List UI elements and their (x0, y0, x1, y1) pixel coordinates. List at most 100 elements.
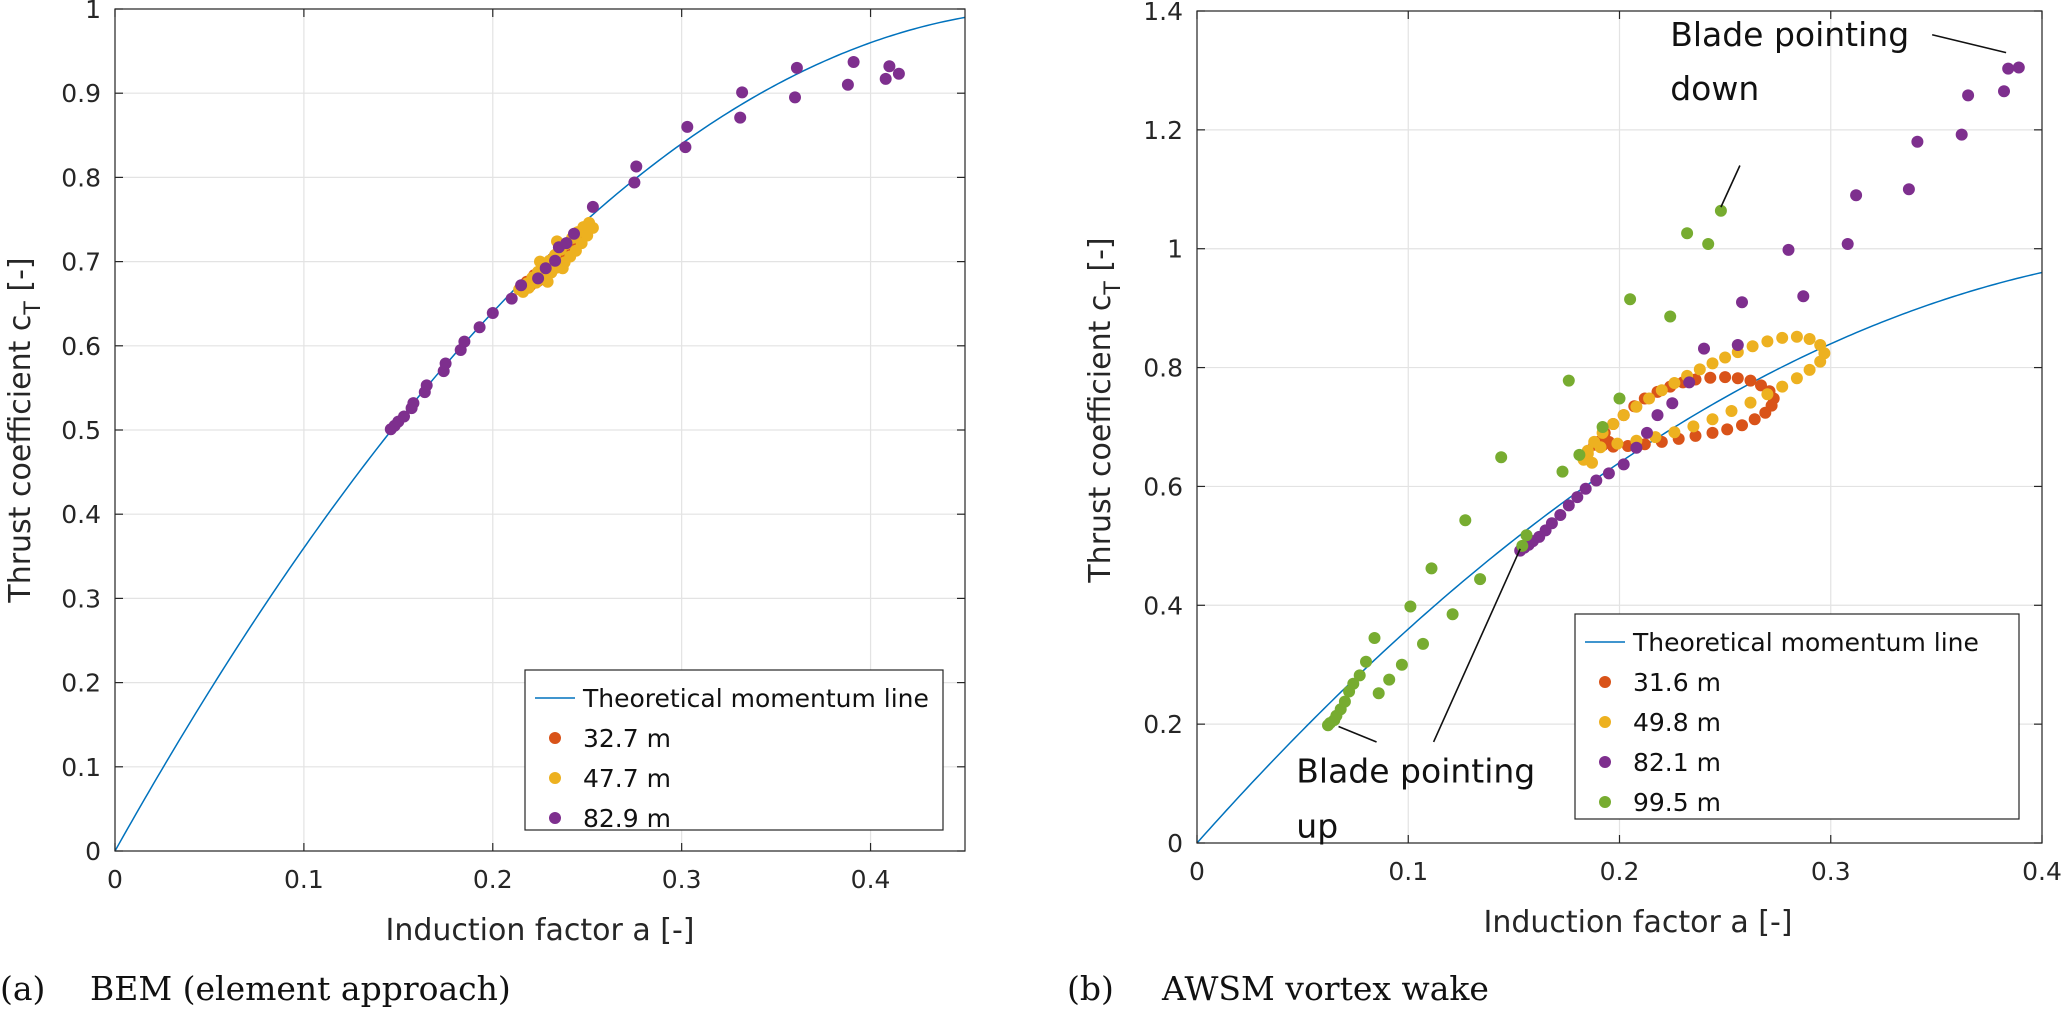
data-point (1687, 420, 1700, 433)
data-point (1495, 451, 1508, 464)
legend-box (524, 669, 944, 831)
data-point (1714, 204, 1727, 217)
data-point (1624, 293, 1637, 306)
data-point (1706, 426, 1719, 439)
data-point (549, 254, 562, 267)
data-point (1520, 529, 1533, 542)
series-99-5-m (1322, 204, 1727, 732)
data-point (1731, 372, 1744, 385)
data-point (734, 111, 747, 124)
data-point (420, 379, 433, 392)
y-tick-label: 0.7 (61, 248, 101, 277)
data-point (1596, 421, 1609, 433)
data-point (1641, 426, 1653, 439)
data-point (1759, 406, 1772, 419)
data-point (1790, 372, 1803, 385)
panel-b-y-axis-label: Thrust coefficient cT [-] (1083, 237, 1126, 583)
annotation-blade-up-line2: up (1296, 807, 1338, 846)
y-tick-label: 0.3 (61, 584, 101, 613)
data-point (1776, 331, 1789, 344)
data-point (1841, 238, 1854, 250)
panel-b-caption: AWSM vortex wake (1161, 969, 1489, 1008)
data-point (679, 141, 692, 154)
legend-marker (1599, 716, 1611, 728)
data-point (1613, 392, 1626, 405)
data-point (1850, 189, 1863, 202)
data-point (1746, 340, 1759, 353)
panel-a-y-label-subscript: T (21, 301, 46, 316)
data-point (681, 120, 694, 133)
legend-marker (1599, 796, 1611, 808)
data-point (1655, 384, 1668, 397)
data-point (486, 307, 499, 319)
data-point (1579, 482, 1592, 495)
data-point (847, 56, 860, 68)
panel-b-chart: 0 0.1 0.2 0.3 0.4 0 0.2 0.4 0.6 0.8 1 1.2 1.4 Induct… (1067, 0, 2062, 1008)
data-point (1556, 465, 1569, 478)
data-point (1911, 135, 1924, 148)
data-point (1902, 183, 1915, 196)
panel-a-y-axis-label: Thrust coefficient cT [-] (3, 257, 46, 603)
data-point (1338, 695, 1351, 708)
data-point (1776, 380, 1789, 393)
panel-a-x-axis-label: Induction factor a [-] (386, 913, 695, 948)
data-point (1689, 429, 1702, 442)
data-point (1790, 330, 1803, 343)
y-tick-label: 0 (1167, 829, 1183, 858)
series-49-8-m (1577, 330, 1831, 469)
annotation-leader (1432, 548, 1521, 743)
data-point (568, 227, 580, 240)
data-point (1554, 509, 1567, 521)
data-point (473, 321, 486, 334)
x-tick-label: 0 (1189, 857, 1205, 886)
data-point (1666, 397, 1679, 410)
panel-b-caption-label: (b) (1067, 969, 1114, 1008)
data-point (1368, 632, 1381, 644)
data-point (1474, 573, 1487, 586)
data-point (505, 292, 518, 305)
panel-b-y-label-main: Thrust coefficient c (1083, 295, 1118, 584)
data-point (1719, 371, 1732, 384)
x-tick-label: 0.2 (1600, 857, 1640, 886)
y-tick-label: 1.2 (1143, 116, 1183, 145)
data-point (1814, 355, 1827, 368)
y-tick-label: 0 (85, 837, 101, 866)
annotation-leader (1931, 33, 2007, 54)
data-point (1630, 400, 1643, 413)
data-point (1782, 243, 1795, 256)
data-point (1372, 687, 1385, 700)
y-tick-label: 0.2 (61, 669, 101, 698)
data-point (1425, 562, 1438, 575)
y-tick-label: 0.5 (61, 416, 101, 445)
legend-label: Theoretical momentum line (582, 684, 929, 713)
data-point (532, 272, 545, 285)
x-tick-label: 0.1 (284, 865, 324, 894)
legend-label: 32.7 m (583, 724, 671, 753)
data-point (1607, 418, 1620, 430)
legend-label: 99.5 m (1633, 788, 1721, 817)
data-point (1617, 409, 1630, 422)
data-point (1571, 491, 1584, 504)
x-tick-label: 0.4 (2022, 857, 2062, 886)
data-point (1736, 296, 1748, 309)
legend-label: 31.6 m (1633, 668, 1721, 697)
x-tick-label: 0.2 (473, 865, 513, 894)
data-point (628, 176, 641, 189)
data-point (1744, 396, 1757, 409)
data-point (458, 335, 471, 348)
data-point (1383, 673, 1396, 686)
panel-a-tick-labels: 0 0.1 0.2 0.3 0.4 0 0.1 0.2 0.3 0.4 0.5 0.6 0.7 0.8 0.… (61, 0, 965, 894)
data-point (1668, 377, 1681, 389)
data-point (892, 67, 905, 80)
legend-label: 82.9 m (583, 804, 671, 833)
data-point (1516, 539, 1529, 552)
panel-b-y-label-subscript: T (1101, 281, 1126, 296)
legend-label: 82.1 m (1633, 748, 1721, 777)
data-point (1395, 658, 1408, 671)
annotation-leader (1720, 165, 1741, 208)
panel-a-chart: 0 0.1 0.2 0.3 0.4 0 0.1 0.2 0.3 0.4 0.5 0.6 0.7 0.8 0.… (0, 0, 966, 1008)
data-point (1748, 413, 1761, 426)
y-tick-label: 1.4 (1143, 0, 1183, 26)
series-82-9-m (384, 56, 905, 436)
data-point (1731, 339, 1744, 351)
